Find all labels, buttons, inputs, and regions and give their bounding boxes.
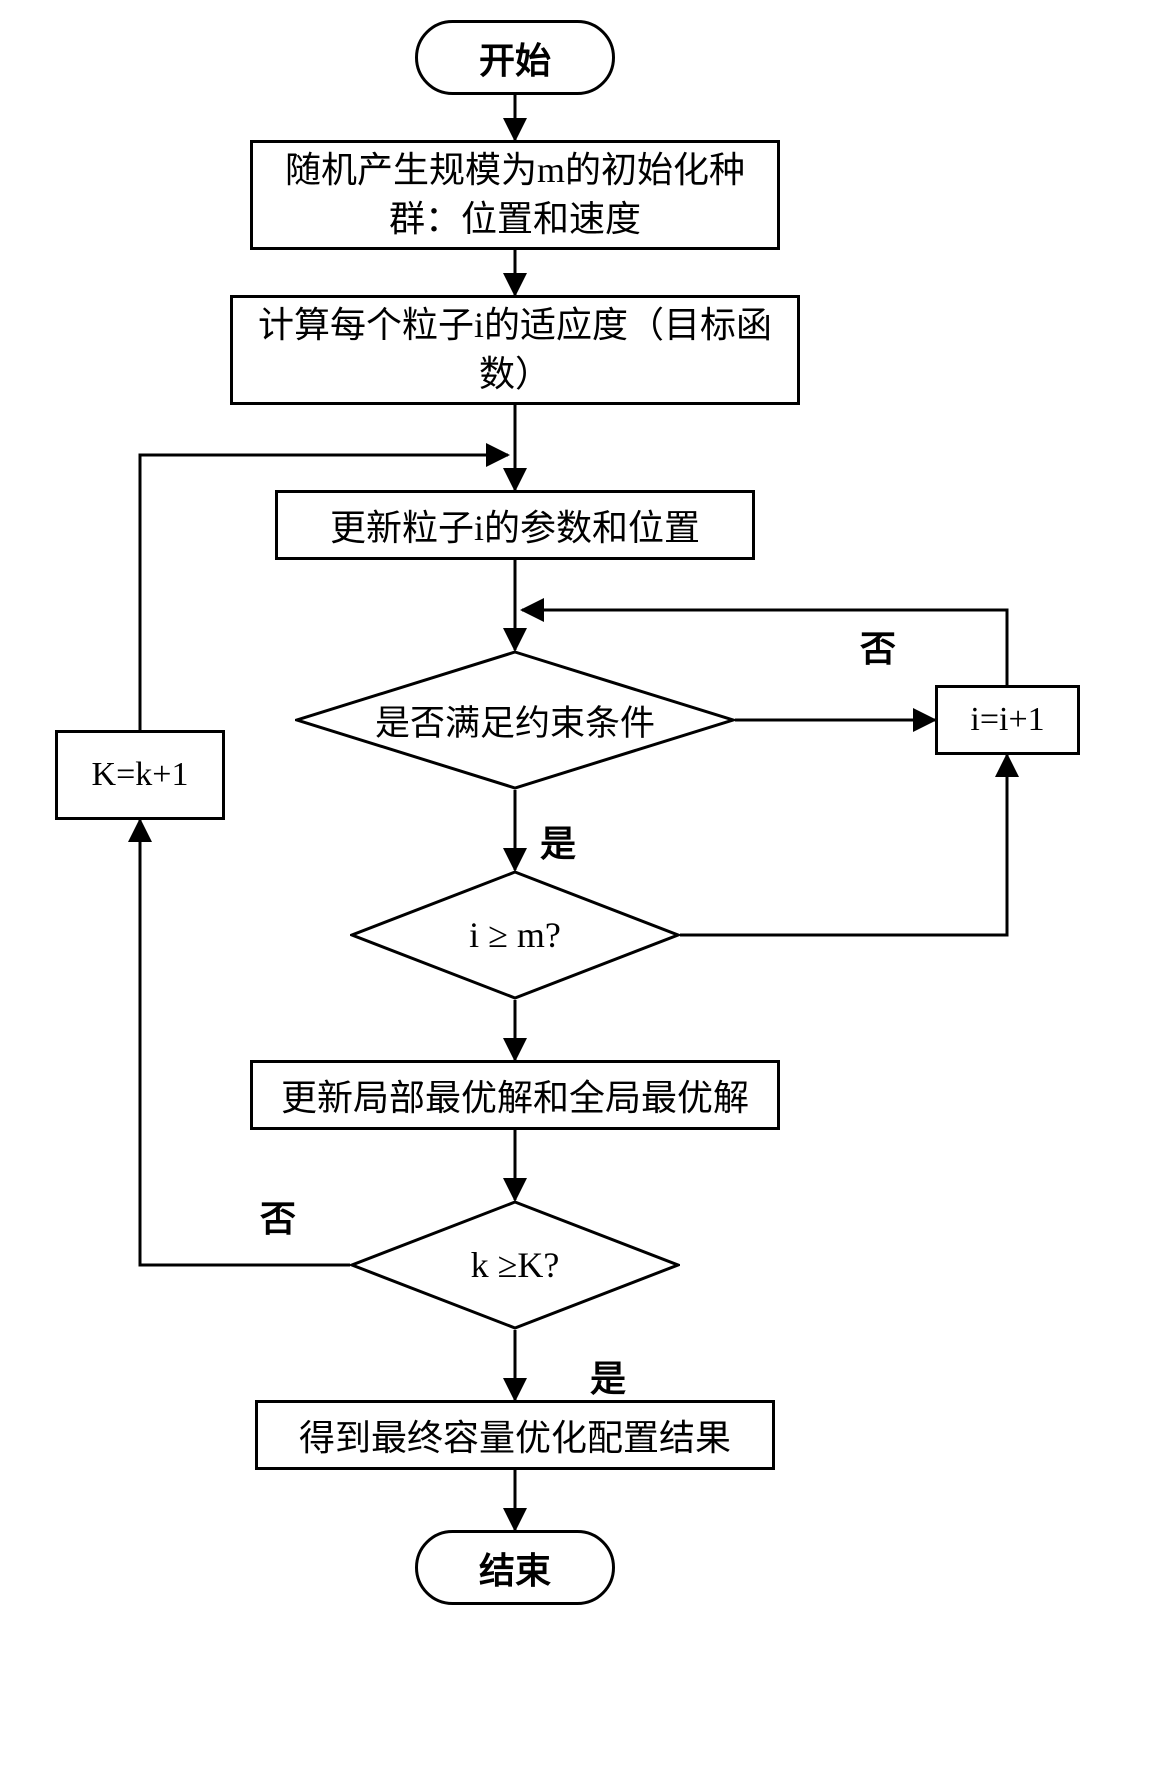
label-cond1-no: 否: [860, 620, 896, 672]
node-cond2: i ≥ m?: [350, 870, 680, 1000]
node-end: 结束: [415, 1530, 615, 1605]
node-cond3-text: k ≥K?: [471, 1244, 560, 1286]
node-start-text: 开始: [479, 32, 551, 84]
node-cond1: 是否满足约束条件: [295, 650, 735, 790]
node-result: 得到最终容量优化配置结果: [255, 1400, 775, 1470]
node-cond1-text: 是否满足约束条件: [375, 695, 655, 746]
node-fitness: 计算每个粒子i的适应度（目标函数）: [230, 295, 800, 405]
node-cond3: k ≥K?: [350, 1200, 680, 1330]
node-cond2-text: i ≥ m?: [469, 914, 561, 956]
node-result-text: 得到最终容量优化配置结果: [299, 1409, 731, 1461]
label-cond1-yes: 是: [540, 815, 576, 867]
node-update-text: 更新粒子i的参数和位置: [330, 499, 700, 551]
node-best: 更新局部最优解和全局最优解: [250, 1060, 780, 1130]
node-init-text: 随机产生规模为m的初始化种群：位置和速度: [271, 146, 759, 243]
label-cond3-yes: 是: [590, 1350, 626, 1402]
label-cond3-no: 否: [260, 1190, 296, 1242]
node-iinc: i=i+1: [935, 685, 1080, 755]
node-start: 开始: [415, 20, 615, 95]
node-iinc-text: i=i+1: [970, 701, 1044, 739]
node-update: 更新粒子i的参数和位置: [275, 490, 755, 560]
node-init: 随机产生规模为m的初始化种群：位置和速度: [250, 140, 780, 250]
node-best-text: 更新局部最优解和全局最优解: [281, 1069, 749, 1121]
node-kinc: K=k+1: [55, 730, 225, 820]
node-fitness-text: 计算每个粒子i的适应度（目标函数）: [251, 301, 779, 398]
node-kinc-text: K=k+1: [92, 756, 189, 794]
node-end-text: 结束: [479, 1542, 551, 1594]
